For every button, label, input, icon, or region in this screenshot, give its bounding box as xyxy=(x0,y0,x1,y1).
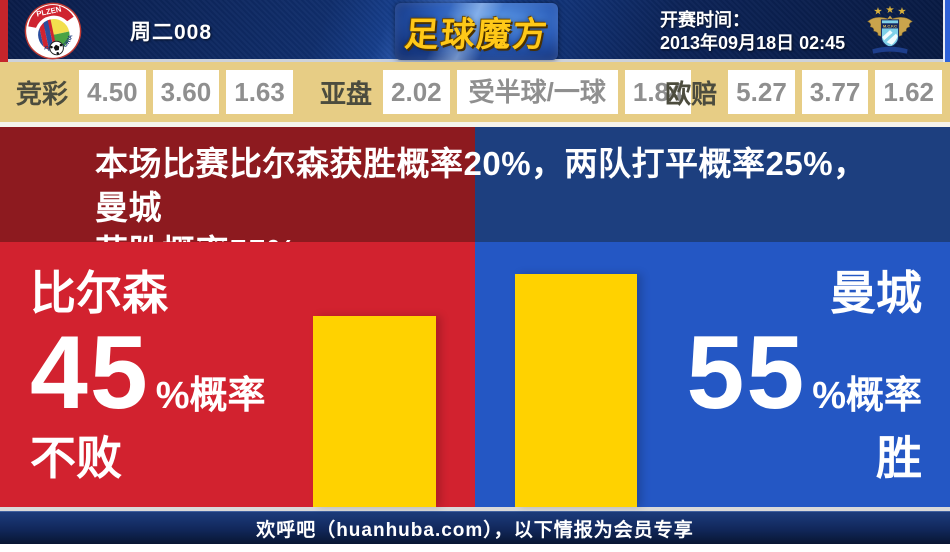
asian-handicap-away-odds: 1.84 xyxy=(624,70,692,114)
jingcai-draw-odds: 3.60 xyxy=(152,70,220,114)
footer-text: 欢呼吧（huanhuba.com），以下情报为会员专享 xyxy=(256,519,694,541)
away-percent-row: 55 %概率 xyxy=(686,315,922,431)
jingcai-odds-group: 竞彩 4.50 3.60 1.63 xyxy=(16,62,293,122)
home-percent-row: 45 %概率 xyxy=(30,315,266,431)
away-probability-bar xyxy=(515,274,637,507)
svg-text:M.C.F.C: M.C.F.C xyxy=(883,25,897,29)
away-outcome-label: 胜 xyxy=(876,432,922,484)
home-percent-value: 45 xyxy=(30,315,150,431)
home-percent-suffix: %概率 xyxy=(155,375,266,417)
site-logo[interactable]: 足球魔方 xyxy=(395,3,558,60)
match-code: 周二008 xyxy=(130,21,213,44)
probability-chart-band: 比尔森 45 %概率 不败 曼城 55 %概率 胜 xyxy=(0,242,950,507)
asian-handicap-group: 亚盘 2.02 受半球/一球 1.84 xyxy=(320,62,692,122)
svg-text:★: ★ xyxy=(897,7,906,18)
home-probability-bar xyxy=(313,316,436,507)
away-percent-value: 55 xyxy=(686,315,807,431)
away-team-name: 曼城 xyxy=(830,267,922,319)
kickoff-label: 开赛时间： xyxy=(660,10,750,30)
odds-bar: 竞彩 4.50 3.60 1.63 亚盘 2.02 受半球/一球 1.84 欧赔… xyxy=(0,62,950,127)
prediction-summary-band: 本场比赛比尔森获胜概率20%，两队打平概率25%，曼城 获胜概率55%。 xyxy=(0,127,950,270)
asian-handicap-label: 亚盘 xyxy=(320,78,373,109)
kickoff-time-block: 开赛时间： 2013年09月18日 02:45 xyxy=(660,9,845,55)
svg-text:★: ★ xyxy=(885,5,894,16)
jingcai-label: 竞彩 xyxy=(16,78,69,109)
summary-red-half xyxy=(0,127,475,242)
jingcai-home-odds: 4.50 xyxy=(79,70,146,114)
home-probability-block: 比尔森 45 %概率 不败 xyxy=(30,264,265,486)
footer-divider xyxy=(0,507,950,511)
european-odds-label: 欧赔 xyxy=(665,78,718,109)
kickoff-time: 2013年09月18日 02:45 xyxy=(660,33,846,53)
summary-line-1: 本场比赛比尔森获胜概率20%，两队打平概率25%，曼城 xyxy=(95,145,867,226)
svg-text:★: ★ xyxy=(873,7,882,18)
away-team-crest-icon: ★ ★ ★ M.C.F.C xyxy=(860,2,920,65)
away-accent-strip xyxy=(943,0,950,62)
european-away-odds: 1.62 xyxy=(875,70,942,114)
asian-handicap-line: 受半球/一球 xyxy=(456,70,618,114)
european-draw-odds: 3.77 xyxy=(801,70,869,114)
home-team-name: 比尔森 xyxy=(30,267,168,319)
european-home-odds: 5.27 xyxy=(728,70,795,114)
site-logo-text: 足球魔方 xyxy=(402,16,550,54)
jingcai-away-odds: 1.63 xyxy=(226,70,293,114)
away-probability-block: 曼城 55 %概率 胜 xyxy=(687,264,922,486)
header-bar: PLZEN FC VIKTORIA xyxy=(0,0,950,62)
home-outcome-label: 不败 xyxy=(30,432,122,484)
asian-handicap-home-odds: 2.02 xyxy=(383,70,450,114)
away-percent-suffix: %概率 xyxy=(812,375,922,417)
home-accent-strip xyxy=(0,0,8,62)
european-odds-group: 欧赔 5.27 3.77 1.62 xyxy=(665,62,942,122)
home-team-crest-icon: PLZEN FC VIKTORIA xyxy=(24,2,82,65)
footer-banner[interactable]: 欢呼吧（huanhuba.com），以下情报为会员专享 xyxy=(0,511,950,544)
